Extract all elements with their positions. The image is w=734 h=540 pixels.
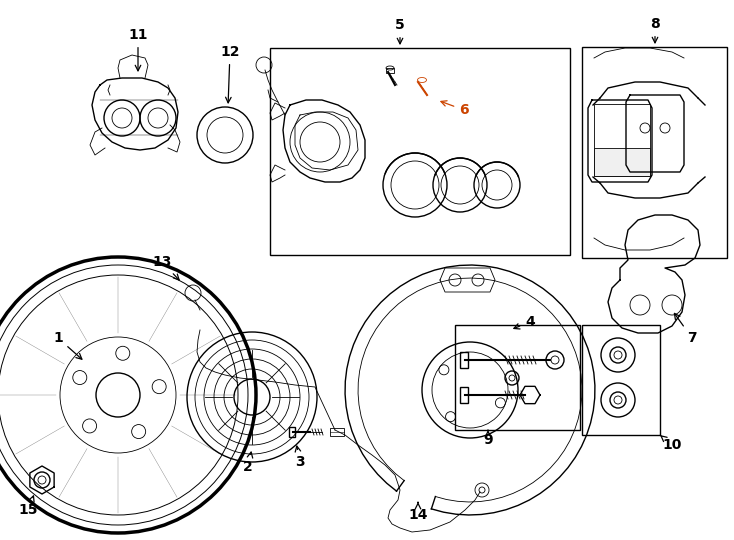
- Text: 3: 3: [295, 446, 305, 469]
- Text: 8: 8: [650, 17, 660, 43]
- Bar: [330, 428, 344, 436]
- Bar: [270, 48, 570, 255]
- Text: 10: 10: [661, 435, 682, 452]
- Text: 13: 13: [153, 255, 179, 280]
- Text: 9: 9: [483, 430, 493, 447]
- Text: 1: 1: [53, 331, 82, 359]
- Bar: [594, 104, 650, 176]
- Text: 15: 15: [18, 496, 37, 517]
- Text: 14: 14: [408, 502, 428, 522]
- Text: 6: 6: [441, 101, 469, 117]
- Text: 12: 12: [220, 45, 240, 103]
- Text: 7: 7: [675, 313, 697, 345]
- Bar: [386, 68, 394, 73]
- Bar: [582, 47, 727, 258]
- Bar: [289, 427, 295, 437]
- Bar: [460, 387, 468, 403]
- Bar: [582, 325, 660, 435]
- Text: 4: 4: [514, 315, 535, 329]
- Text: 2: 2: [243, 452, 253, 474]
- Bar: [460, 352, 468, 368]
- Text: 11: 11: [128, 28, 148, 71]
- Bar: [455, 325, 580, 430]
- Text: 5: 5: [395, 18, 405, 44]
- Bar: [594, 148, 650, 176]
